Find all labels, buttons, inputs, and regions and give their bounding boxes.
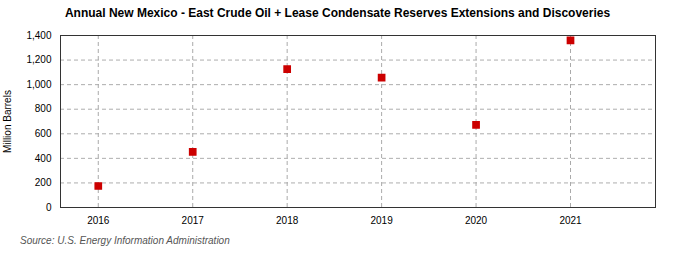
svg-text:2017: 2017 bbox=[182, 215, 205, 226]
html-text:Annual New Mexico - East Crude: Annual New Mexico - East Crude Oil + Lea… bbox=[64, 6, 611, 20]
svg-text:2020: 2020 bbox=[465, 215, 488, 226]
svg-text:0: 0 bbox=[46, 202, 52, 213]
svg-text:1,000: 1,000 bbox=[26, 79, 51, 90]
svg-text:200: 200 bbox=[35, 177, 52, 188]
html-text:Source: U.S. Energy Informatio: Source: U.S. Energy Information Administ… bbox=[20, 235, 230, 246]
svg-text:1,400: 1,400 bbox=[26, 30, 51, 41]
svg-text:1,200: 1,200 bbox=[26, 54, 51, 65]
svg-text:Million Barrels: Million Barrels bbox=[2, 90, 13, 153]
svg-text:800: 800 bbox=[35, 103, 52, 114]
svg-text:600: 600 bbox=[35, 128, 52, 139]
svg-text:400: 400 bbox=[35, 153, 52, 164]
svg-text:2018: 2018 bbox=[276, 215, 299, 226]
svg-text:2019: 2019 bbox=[370, 215, 393, 226]
svg-text:2016: 2016 bbox=[87, 215, 110, 226]
svg-text:2021: 2021 bbox=[559, 215, 582, 226]
